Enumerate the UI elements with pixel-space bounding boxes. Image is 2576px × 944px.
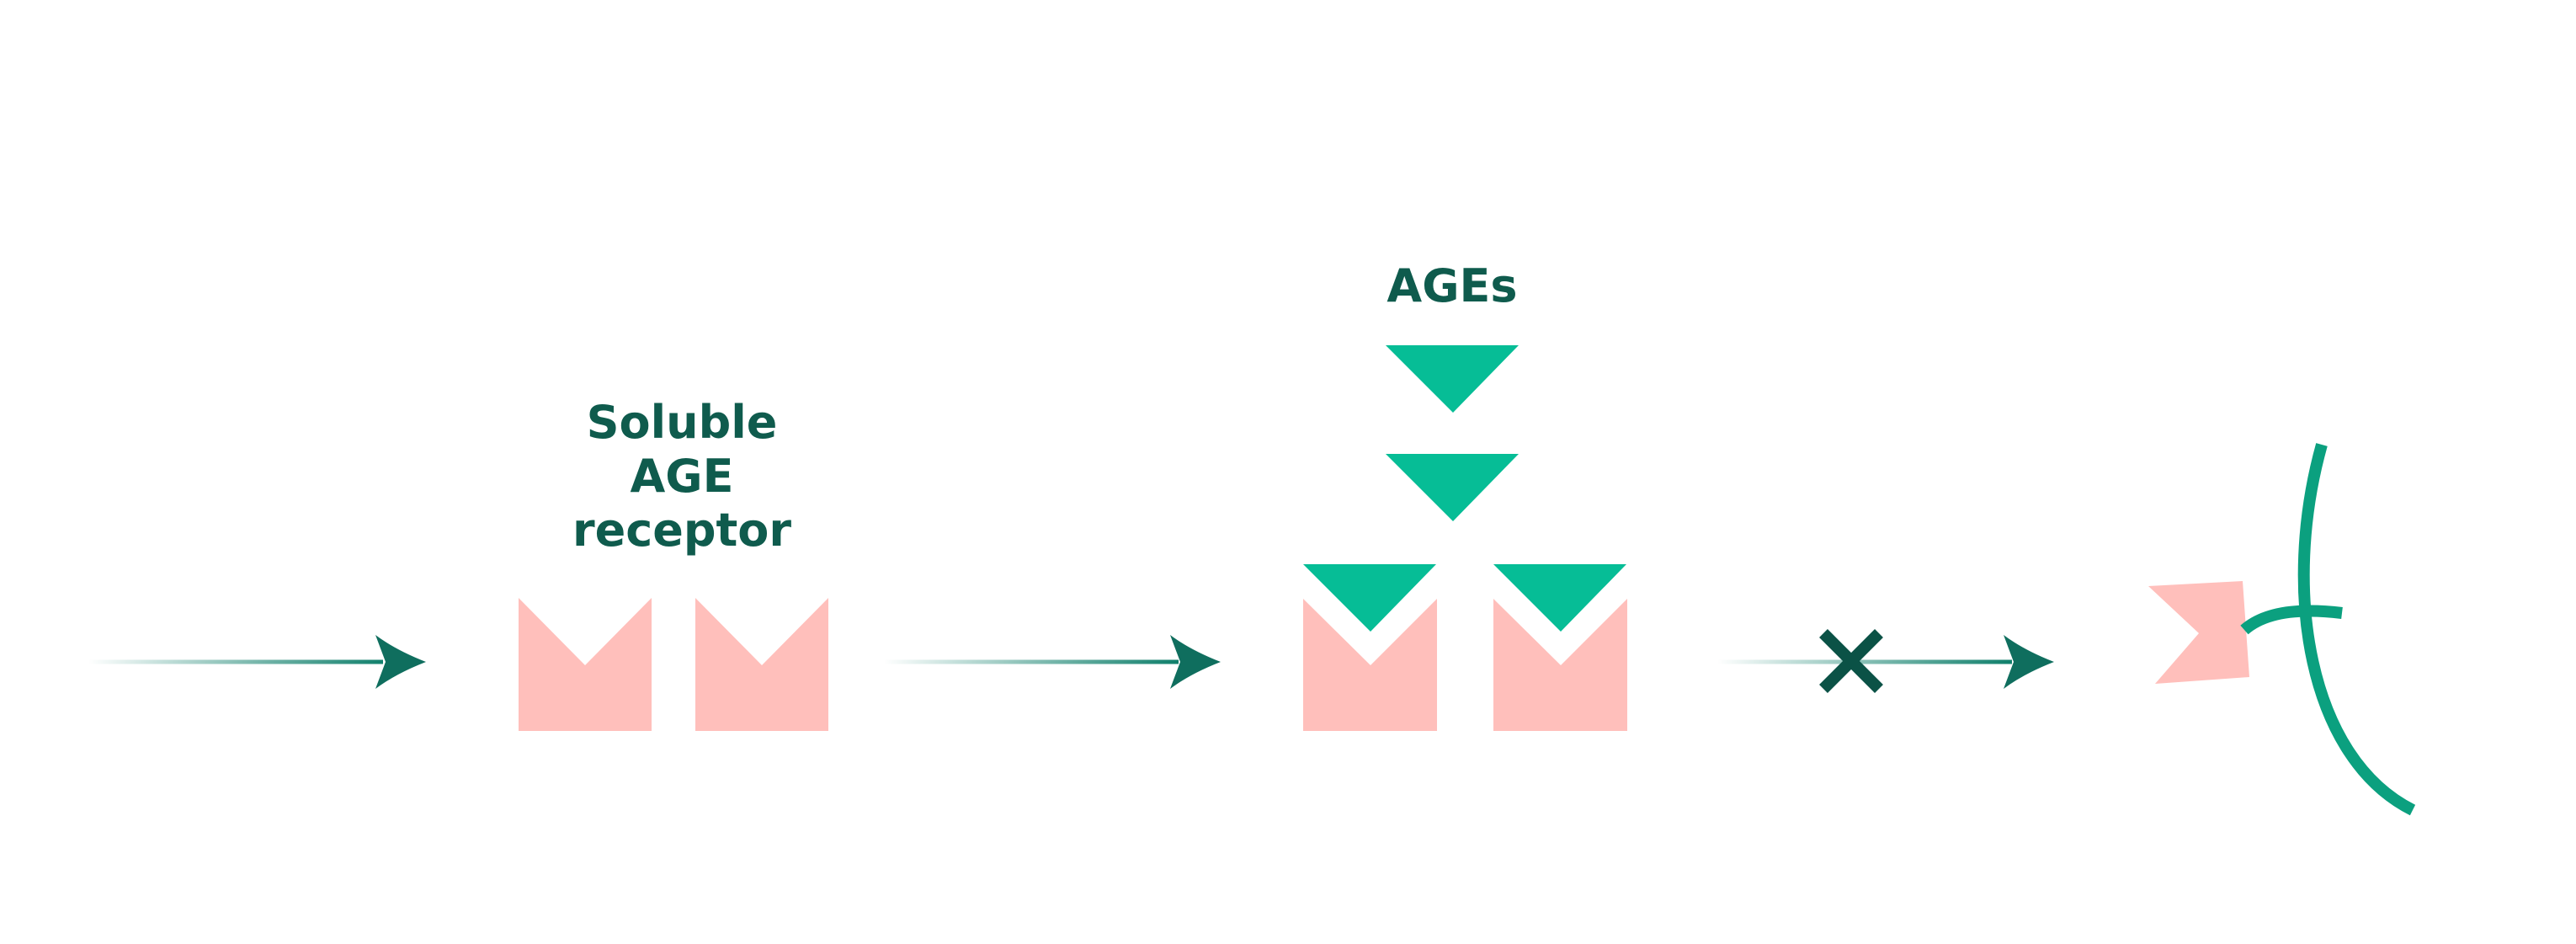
- membrane-receptor-stem: [2240, 605, 2343, 635]
- age-free-top: [1386, 345, 1519, 413]
- soluble-receptor-group: [519, 598, 828, 731]
- arrow-3-blocked: [1717, 629, 2054, 693]
- membrane-receptor: [2148, 581, 2249, 684]
- soluble-receptor-label-line-2: AGE: [630, 450, 734, 503]
- soluble-receptor-left: [519, 598, 652, 731]
- age-free-middle: [1386, 454, 1519, 521]
- ages-label: AGEs: [1386, 259, 1518, 312]
- arrowhead-2: [1170, 635, 1221, 689]
- soluble-receptor-label-line-1: Soluble: [586, 396, 778, 449]
- soluble-receptor-label: Soluble AGE receptor: [522, 396, 842, 557]
- arrowhead-1: [375, 635, 426, 689]
- soluble-receptor-right: [695, 598, 828, 731]
- membrane-receptor-group: [2148, 443, 2416, 816]
- bound-receptor-left: [1303, 599, 1437, 731]
- arrow-2: [884, 635, 1221, 689]
- cell-membrane: [2297, 443, 2416, 816]
- bound-receptor-group: [1303, 599, 1627, 731]
- ages-group: [1303, 345, 1626, 632]
- age-bound-left: [1303, 564, 1436, 632]
- x-icon: [1819, 629, 1883, 693]
- arrowhead-3: [2004, 635, 2054, 689]
- soluble-receptor-label-line-3: receptor: [572, 504, 792, 557]
- bound-receptor-right: [1493, 599, 1627, 731]
- arrow-1: [88, 635, 426, 689]
- age-bound-right: [1493, 564, 1626, 632]
